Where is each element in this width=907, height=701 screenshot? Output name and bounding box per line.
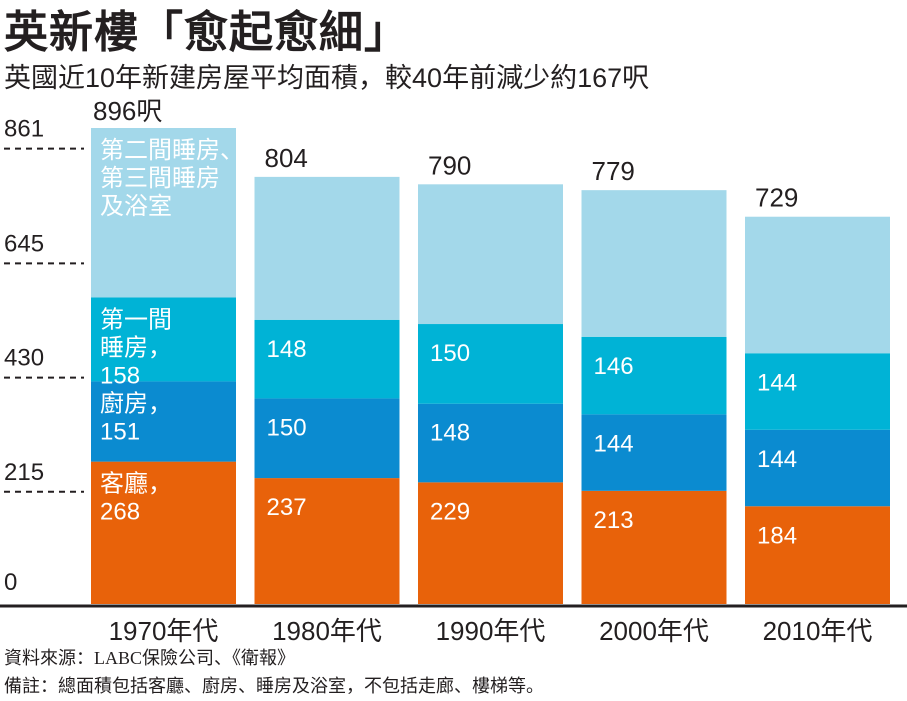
bar-segment	[254, 398, 400, 479]
bar-segment	[91, 381, 236, 462]
segment-label: 睡房，	[100, 334, 172, 361]
bar-segment	[418, 324, 563, 404]
bar-segment	[418, 403, 563, 483]
segment-label: 144	[594, 430, 634, 457]
y-tick-label: 430	[4, 345, 44, 372]
bar-segment	[745, 429, 890, 507]
segment-label: 150	[430, 340, 470, 367]
segment-label: 148	[267, 336, 307, 363]
x-axis-labels: 1970年代 1980年代 1990年代 2000年代 2010年代	[109, 616, 873, 646]
bar-segment	[91, 128, 236, 298]
bar-segment	[581, 414, 727, 491]
segment-label: 廚房，	[100, 390, 172, 417]
segment-label: 及浴室	[100, 193, 172, 220]
bar-group: 229 148 150 790	[418, 150, 563, 604]
y-tick-label: 861	[4, 116, 44, 143]
bar-segment	[254, 319, 400, 399]
chart-title: 英新樓「愈起愈細」	[4, 8, 409, 57]
bar-group: 237 150 148 804	[254, 143, 400, 604]
bar-group: 213 144 146 779	[581, 156, 727, 604]
remark-note: 備註：總面積包括客廳、廚房、睡房及浴室，不包括走廊、樓梯等。	[4, 676, 544, 696]
bar-segment	[745, 216, 890, 354]
segment-label: 151	[100, 418, 140, 445]
segment-label: 第二間睡房、	[100, 137, 244, 164]
bar-segment	[581, 190, 727, 337]
segment-label: 229	[430, 498, 470, 525]
bar-segment	[91, 461, 236, 604]
total-label: 729	[755, 183, 798, 213]
segment-label: 150	[267, 414, 307, 441]
y-tick-label: 645	[4, 230, 44, 257]
gridlines	[4, 147, 84, 493]
y-axis-ticks: 0 215 430 645 861	[4, 116, 44, 596]
x-tick-label: 1980年代	[272, 616, 382, 646]
segment-label: 184	[757, 522, 797, 549]
segment-label: 158	[100, 362, 140, 389]
y-tick-label: 215	[4, 459, 44, 486]
bar-segment	[581, 336, 727, 415]
x-tick-label: 2000年代	[599, 616, 709, 646]
total-label: 790	[428, 150, 471, 180]
bar-segment	[418, 184, 563, 325]
total-label: 896呎	[93, 96, 162, 126]
segment-label: 237	[267, 494, 307, 521]
bar-group: 184 144 144 729	[745, 183, 890, 604]
segment-label: 268	[100, 499, 140, 526]
segment-label: 客廳，	[100, 471, 172, 498]
chart-subtitle: 英國近10年新建房屋平均面積，較40年前減少約167呎	[4, 63, 650, 93]
segment-label: 213	[594, 507, 634, 534]
x-tick-label: 1970年代	[109, 616, 219, 646]
bar-segment	[254, 478, 400, 604]
bar-segment	[581, 490, 727, 604]
source-note: 資料來源：LABC保險公司、《衛報》	[4, 648, 296, 668]
segment-label: 第一間	[100, 306, 172, 333]
x-tick-label: 2010年代	[763, 616, 873, 646]
bar-segment	[418, 482, 563, 604]
y-tick-label: 0	[4, 569, 17, 596]
bar-segment	[91, 297, 236, 382]
segment-label: 144	[757, 369, 797, 396]
segment-label: 148	[430, 420, 470, 447]
total-label: 779	[592, 156, 635, 186]
bar-segment	[745, 353, 890, 430]
segment-label: 第三間睡房	[100, 165, 220, 192]
segment-label: 146	[594, 353, 634, 380]
bar-segment	[254, 176, 400, 320]
segment-label: 144	[757, 446, 797, 473]
total-label: 804	[265, 143, 308, 173]
bar-segment	[745, 506, 890, 604]
x-tick-label: 1990年代	[436, 616, 546, 646]
